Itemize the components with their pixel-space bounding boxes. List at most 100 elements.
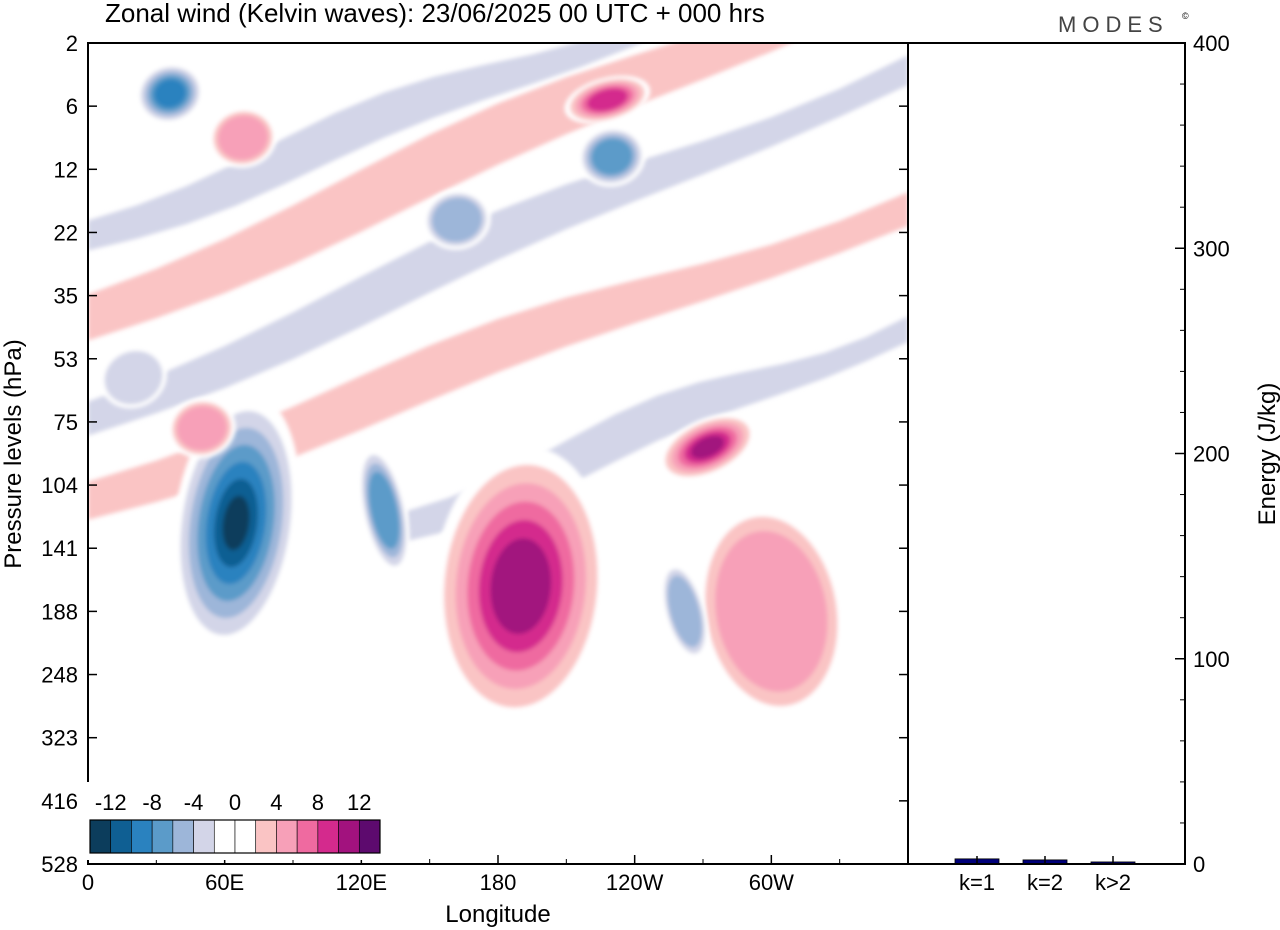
modes-brand-logo: MODES © bbox=[1058, 11, 1189, 37]
colorbar-cell bbox=[110, 819, 132, 854]
colorbar-label: -8 bbox=[142, 790, 162, 815]
pressure-tick-label: 188 bbox=[41, 599, 78, 624]
wind-anomaly-core bbox=[578, 126, 646, 187]
wave-band-shape bbox=[88, 192, 908, 520]
colorbar-cell bbox=[255, 819, 277, 854]
longitude-tick-label: 120E bbox=[336, 870, 387, 895]
energy-tick-label: 400 bbox=[1193, 31, 1230, 56]
energy-tick-label: 0 bbox=[1193, 852, 1205, 877]
wavenumber-tick-label: k=2 bbox=[1027, 870, 1063, 895]
heatmap-plot-area bbox=[88, 43, 908, 864]
colorbar-cell bbox=[296, 819, 319, 854]
contour-level bbox=[690, 435, 725, 459]
pressure-tick-label: 2 bbox=[66, 31, 78, 56]
wave-band bbox=[88, 43, 792, 341]
contour-level bbox=[587, 88, 628, 112]
energy-axis: 0 100 200 300 400 bbox=[1175, 31, 1230, 877]
wind-anomaly-core bbox=[172, 393, 301, 652]
longitude-tick-label: 60E bbox=[205, 870, 244, 895]
contour-level bbox=[222, 495, 250, 551]
colorbar-frame bbox=[89, 819, 381, 854]
pressure-tick-label: 35 bbox=[54, 284, 78, 309]
colorbar-cell bbox=[338, 819, 360, 854]
contour-level bbox=[104, 351, 163, 405]
wave-band-shape bbox=[88, 43, 792, 341]
longitude-tick-label: 120W bbox=[606, 870, 664, 895]
contour-level bbox=[176, 406, 227, 451]
wind-anomaly-core bbox=[100, 346, 167, 409]
colorbar-label: -4 bbox=[184, 790, 204, 815]
contour-level bbox=[154, 79, 186, 108]
colorbar-label: -12 bbox=[95, 790, 127, 815]
wave-band bbox=[88, 55, 908, 436]
longitude-tick-label: 0 bbox=[82, 870, 94, 895]
pressure-tick-label: 528 bbox=[41, 852, 78, 877]
colorbar-cell bbox=[358, 819, 381, 854]
pressure-tick-label: 416 bbox=[41, 789, 78, 814]
pressure-tick-label: 248 bbox=[41, 663, 78, 688]
colorbar-cell bbox=[131, 819, 153, 854]
colorbar-cell bbox=[193, 819, 215, 854]
contour-level bbox=[490, 538, 552, 634]
colorbar-labels: -12 -8 -4 0 4 8 12 bbox=[95, 790, 372, 815]
contour-level bbox=[715, 530, 828, 692]
chart-title: Zonal wind (Kelvin waves): 23/06/2025 00… bbox=[105, 0, 765, 28]
wind-anomaly-core bbox=[564, 75, 651, 124]
colorbar-cell bbox=[89, 819, 112, 854]
wind-anomaly-core bbox=[209, 107, 277, 168]
pressure-tick-label: 53 bbox=[54, 347, 78, 372]
colorbar-cell bbox=[213, 819, 236, 854]
colorbar-label: 8 bbox=[312, 790, 324, 815]
pressure-tick-label: 141 bbox=[41, 536, 78, 561]
energy-axis-label: Energy (J/kg) bbox=[1254, 383, 1280, 526]
pressure-tick-label: 22 bbox=[54, 220, 78, 245]
pressure-tick-label: 104 bbox=[41, 473, 78, 498]
wavenumber-tick-label: k>2 bbox=[1095, 870, 1131, 895]
wavenumber-tick-label: k=1 bbox=[959, 870, 995, 895]
longitude-tick-label: 180 bbox=[480, 870, 517, 895]
pressure-axis: 2 6 12 22 35 53 75 104 141 188 248 323 416 528 bbox=[41, 31, 908, 877]
wind-anomaly-core bbox=[358, 446, 410, 575]
colorbar-cell bbox=[276, 819, 298, 854]
wind-anomaly-core bbox=[695, 502, 848, 721]
wind-anomaly-core bbox=[168, 398, 236, 459]
colorbar-label: 4 bbox=[270, 790, 282, 815]
wavenumber-axis: k=1 k=2 k>2 bbox=[959, 856, 1131, 895]
contour-level bbox=[432, 197, 482, 243]
wave-band bbox=[88, 192, 908, 520]
wave-band-shape bbox=[88, 43, 642, 251]
brand-text: MODES bbox=[1058, 12, 1169, 37]
pressure-tick-label: 12 bbox=[54, 157, 78, 182]
colorbar: -12 -8 -4 0 4 8 12 bbox=[86, 782, 386, 860]
pressure-tick-label: 6 bbox=[66, 94, 78, 119]
pressure-tick-label: 323 bbox=[41, 726, 78, 751]
colorbar-cell bbox=[151, 819, 174, 854]
wind-anomaly-core bbox=[432, 446, 610, 726]
colorbar-cell bbox=[234, 819, 257, 854]
colorbar-cell bbox=[172, 819, 194, 854]
x-axis-label: Longitude bbox=[445, 901, 550, 928]
pressure-tick-label: 75 bbox=[54, 410, 78, 435]
contour-level bbox=[591, 138, 633, 175]
colorbar-label: 12 bbox=[347, 790, 371, 815]
wind-anomaly-core bbox=[136, 63, 204, 124]
longitude-tick-label: 60W bbox=[749, 870, 794, 895]
energy-tick-label: 300 bbox=[1193, 236, 1230, 261]
brand-mark: © bbox=[1182, 11, 1189, 21]
wind-anomaly-field bbox=[88, 43, 908, 726]
energy-tick-label: 100 bbox=[1193, 647, 1230, 672]
energy-frame bbox=[907, 42, 1186, 865]
energy-tick-label: 200 bbox=[1193, 442, 1230, 467]
wave-band-shape bbox=[88, 55, 908, 436]
wind-anomaly-core bbox=[423, 189, 491, 250]
contour-level bbox=[667, 575, 702, 648]
contour-level bbox=[368, 471, 400, 549]
wind-anomaly-core bbox=[661, 562, 709, 660]
wind-anomaly-core bbox=[658, 413, 757, 481]
colorbar-cells bbox=[89, 819, 381, 854]
y-axis-label: Pressure levels (hPa) bbox=[0, 339, 27, 568]
colorbar-label: 0 bbox=[229, 790, 241, 815]
colorbar-cell bbox=[317, 819, 339, 854]
contour-level bbox=[217, 115, 268, 160]
